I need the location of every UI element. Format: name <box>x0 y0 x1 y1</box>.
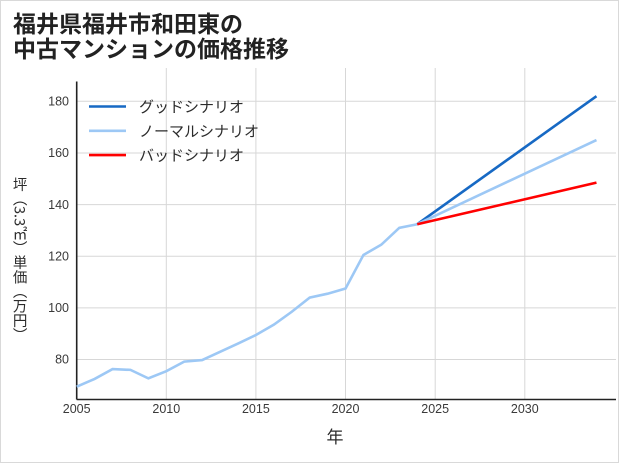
svg-text:2025: 2025 <box>421 402 449 416</box>
svg-text:バッドシナリオ: バッドシナリオ <box>139 145 244 166</box>
svg-text:120: 120 <box>48 249 69 263</box>
svg-text:グッドシナリオ: グッドシナリオ <box>139 96 244 117</box>
svg-text:2010: 2010 <box>152 402 180 416</box>
svg-text:80: 80 <box>55 353 69 367</box>
svg-text:年: 年 <box>327 423 344 448</box>
svg-text:2005: 2005 <box>63 402 91 416</box>
svg-text:2015: 2015 <box>242 402 270 416</box>
svg-text:ノーマルシナリオ: ノーマルシナリオ <box>139 120 259 141</box>
svg-text:100: 100 <box>48 301 69 315</box>
svg-text:180: 180 <box>48 95 69 109</box>
svg-text:2020: 2020 <box>332 402 360 416</box>
svg-text:160: 160 <box>48 146 69 160</box>
svg-text:140: 140 <box>48 198 69 212</box>
svg-text:2030: 2030 <box>511 402 539 416</box>
